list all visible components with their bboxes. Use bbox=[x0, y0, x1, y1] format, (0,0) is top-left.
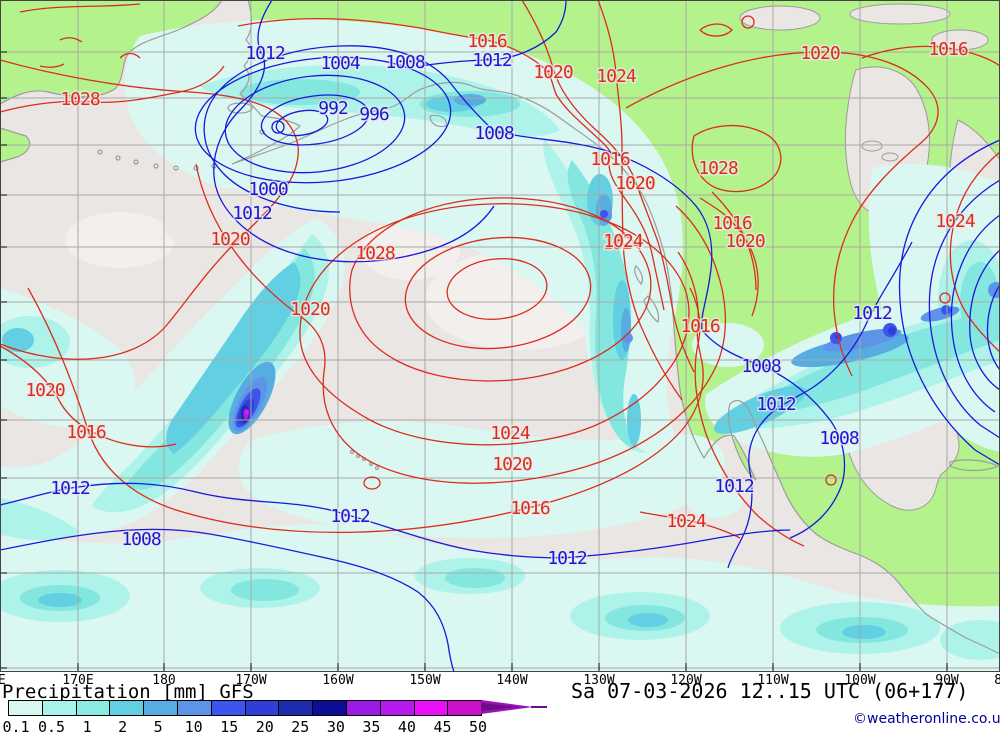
contour-label: 1008 bbox=[474, 123, 514, 144]
contour-label: 1008 bbox=[741, 356, 781, 377]
lon-label: 160E bbox=[0, 673, 6, 688]
legend-value: 20 bbox=[255, 718, 274, 733]
lon-label: 120W bbox=[670, 673, 702, 688]
legend-cell bbox=[143, 700, 178, 716]
legend-cell bbox=[312, 700, 347, 716]
land-north-america bbox=[232, 0, 1000, 654]
contour-label: 1008 bbox=[121, 529, 161, 550]
contour-label: 992 bbox=[318, 98, 348, 119]
contour-label: 1000 bbox=[248, 179, 288, 200]
contour-label: 1012 bbox=[472, 50, 512, 71]
legend-cell bbox=[447, 700, 483, 716]
legend-cell bbox=[278, 700, 314, 716]
lon-label: 100W bbox=[844, 673, 876, 688]
lon-label: 170E bbox=[62, 673, 94, 688]
contour-label: 1008 bbox=[385, 52, 425, 73]
legend-cell bbox=[8, 700, 43, 716]
contour-label: 996 bbox=[359, 104, 389, 125]
legend-value: 15 bbox=[220, 718, 239, 733]
contour-label: 1020 bbox=[725, 231, 765, 252]
legend-cell bbox=[413, 700, 449, 716]
lon-label: 150W bbox=[409, 673, 441, 688]
legend-value: 35 bbox=[362, 718, 381, 733]
contour-label: 1024 bbox=[596, 66, 636, 87]
longitude-ticks bbox=[77, 663, 948, 672]
contour-label: 1012 bbox=[245, 43, 285, 64]
lon-label: 170W bbox=[235, 673, 267, 688]
contour-label: 1024 bbox=[603, 231, 643, 252]
contour-label: 1004 bbox=[320, 53, 360, 74]
contour-label: 1012 bbox=[714, 476, 754, 497]
legend-cell bbox=[75, 700, 111, 716]
contour-label: 1012 bbox=[330, 506, 370, 527]
contour-label: 1012 bbox=[756, 394, 796, 415]
legend-cell bbox=[379, 700, 415, 716]
legend-value: 45 bbox=[433, 718, 452, 733]
contour-label: 1016 bbox=[928, 39, 968, 60]
footer-bar: 160E 170E 180 170W 160W 150W 140W 130W 120W 110W 1… bbox=[0, 672, 1000, 733]
contour-label: 1020 bbox=[615, 173, 655, 194]
weather-map: 1028102010281020102410241020101610201016… bbox=[0, 0, 1000, 672]
lon-label: 180 bbox=[152, 673, 176, 688]
contour-label: 1016 bbox=[712, 213, 752, 234]
graticule bbox=[0, 0, 1000, 672]
contour-label: 1024 bbox=[490, 423, 530, 444]
contour-label: 1028 bbox=[698, 158, 738, 179]
contour-label: 1024 bbox=[935, 211, 975, 232]
contour-label: 1024 bbox=[602, 233, 642, 254]
legend-value: 5 bbox=[153, 718, 163, 733]
legend-value: 40 bbox=[397, 718, 416, 733]
lon-label: 140W bbox=[496, 673, 528, 688]
contour-label: 1016 bbox=[467, 31, 507, 52]
contour-label: 1028 bbox=[60, 89, 100, 110]
legend-value: 0.1 bbox=[2, 718, 30, 733]
legend-cell bbox=[210, 700, 246, 716]
lon-label: 160W bbox=[322, 673, 354, 688]
credit-link[interactable]: ©weatheronline.co.uk bbox=[853, 711, 1000, 727]
legend-arrow-icon bbox=[481, 700, 547, 714]
legend-value: 1 bbox=[82, 718, 92, 733]
contour-label: 1020 bbox=[25, 380, 65, 401]
contour-label: 1028 bbox=[355, 243, 395, 264]
contour-label: 1012 bbox=[852, 303, 892, 324]
lon-label: 130W bbox=[583, 673, 615, 688]
contour-label: 1020 bbox=[210, 229, 250, 250]
lon-label: 80W bbox=[994, 673, 1000, 688]
legend-cell bbox=[177, 700, 212, 716]
contour-label: 1016 bbox=[510, 498, 550, 519]
lon-label: 110W bbox=[757, 673, 789, 688]
legend-value: 0.5 bbox=[37, 718, 66, 733]
legend-cell bbox=[346, 700, 381, 716]
isobar-labels: 1028102010281020102410241020101610201016… bbox=[24, 30, 978, 571]
legend-value: 50 bbox=[468, 718, 488, 733]
dry-slot bbox=[163, 188, 287, 256]
legend-value: 2 bbox=[118, 718, 128, 733]
contour-label: 1016 bbox=[66, 422, 106, 443]
legend-value: 25 bbox=[291, 718, 310, 733]
isobars-red bbox=[0, 0, 1000, 547]
latitude-ticks bbox=[0, 51, 7, 669]
isobars-blue bbox=[0, 0, 1000, 672]
legend-value: 10 bbox=[184, 718, 203, 733]
forecast-datetime: Sa 07-03-2026 12..15 UTC (06+177) bbox=[571, 679, 969, 703]
lon-label: 90W bbox=[935, 673, 959, 688]
map-title: Precipitation [mm] GFS bbox=[2, 681, 254, 703]
contour-label: 1020 bbox=[533, 62, 573, 83]
contour-label: 1020 bbox=[800, 43, 840, 64]
contour-label: 1020 bbox=[290, 299, 330, 320]
legend-cell bbox=[109, 700, 145, 716]
contour-label: 1016 bbox=[590, 149, 630, 170]
legend-cell bbox=[244, 700, 280, 716]
legend-value: 30 bbox=[326, 718, 345, 733]
contour-label: 1012 bbox=[50, 478, 90, 499]
contour-label: 1020 bbox=[492, 454, 532, 475]
contour-label: 1012 bbox=[547, 548, 587, 569]
legend-cell bbox=[41, 700, 77, 716]
contour-label: 1008 bbox=[819, 428, 859, 449]
contour-label: 1016 bbox=[680, 316, 720, 337]
contour-label: 1024 bbox=[666, 511, 706, 532]
contour-label: 1012 bbox=[232, 203, 272, 224]
